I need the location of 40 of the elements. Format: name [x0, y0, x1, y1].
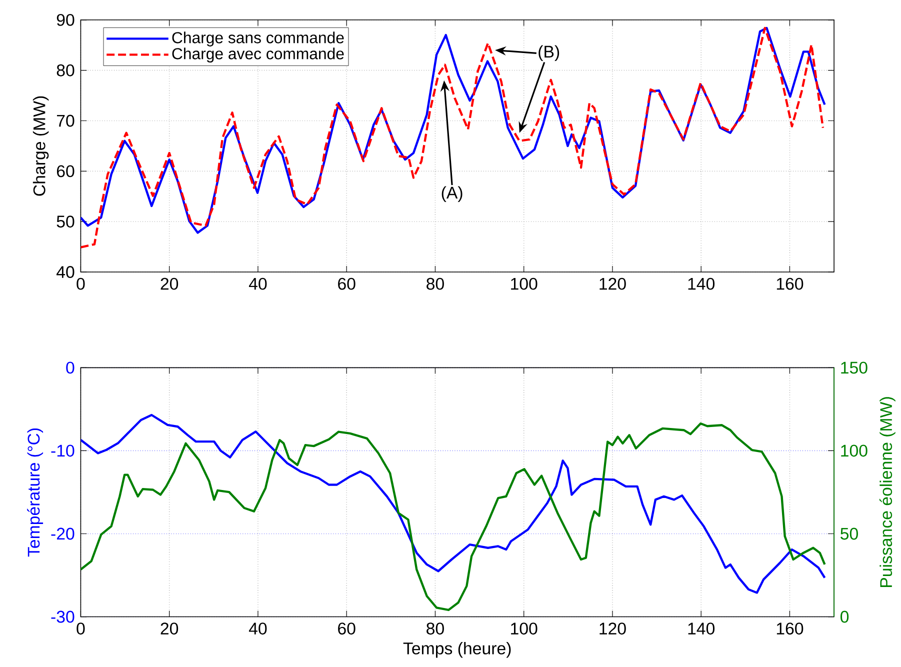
x-tick-label: 20 [160, 278, 178, 290]
x-tick-label: 140 [688, 622, 715, 635]
legend-label: Charge sans commande [172, 32, 344, 47]
y2-axis-title: Puissance éolienne (MW) [879, 397, 896, 588]
y-tick-label: 80 [56, 64, 74, 77]
y2-tick-label: 50 [840, 528, 858, 540]
x-tick-label: 160 [776, 278, 804, 290]
y-tick-label: 50 [56, 216, 74, 228]
y2-tick-label: 100 [841, 444, 868, 457]
x-tick-label: 60 [338, 278, 356, 290]
y2-tick-label: 150 [841, 362, 868, 374]
x-axis-title: Temps (heure) [403, 642, 511, 658]
x-tick-label: 80 [426, 278, 444, 290]
y-tick-label: 60 [56, 165, 74, 178]
y-tick-label: 0 [66, 362, 74, 374]
y-tick-label: -20 [51, 528, 74, 540]
y-tick-label: -10 [51, 444, 74, 457]
x-tick-label: 100 [511, 622, 538, 635]
x-tick-label: 40 [248, 278, 267, 290]
legend-label: Charge avec commande [172, 48, 344, 63]
y-tick-label: -30 [51, 611, 74, 623]
x-tick-label: 60 [338, 622, 356, 635]
x-tick-label: 160 [776, 622, 804, 635]
x-tick-label: 20 [160, 622, 178, 635]
y2-tick-label: 0 [840, 611, 849, 623]
x-tick-label: 120 [600, 278, 626, 290]
x-tick-label: 120 [600, 622, 626, 635]
annotation: (B) [538, 45, 560, 62]
annotation: (A) [442, 186, 462, 202]
x-tick-label: 100 [511, 278, 538, 290]
y-tick-label: 90 [56, 14, 74, 26]
x-tick-label: 140 [688, 278, 715, 290]
x-tick-label: 0 [76, 622, 85, 635]
x-tick-label: 80 [426, 622, 444, 635]
y-axis-title: Charge (MW) [32, 96, 49, 196]
y-tick-label: 70 [56, 114, 74, 127]
y-tick-label: 40 [56, 266, 74, 278]
x-tick-label: 40 [248, 622, 267, 635]
y-axis-title: Température (°C) [27, 428, 44, 557]
x-tick-label: 0 [76, 278, 85, 290]
